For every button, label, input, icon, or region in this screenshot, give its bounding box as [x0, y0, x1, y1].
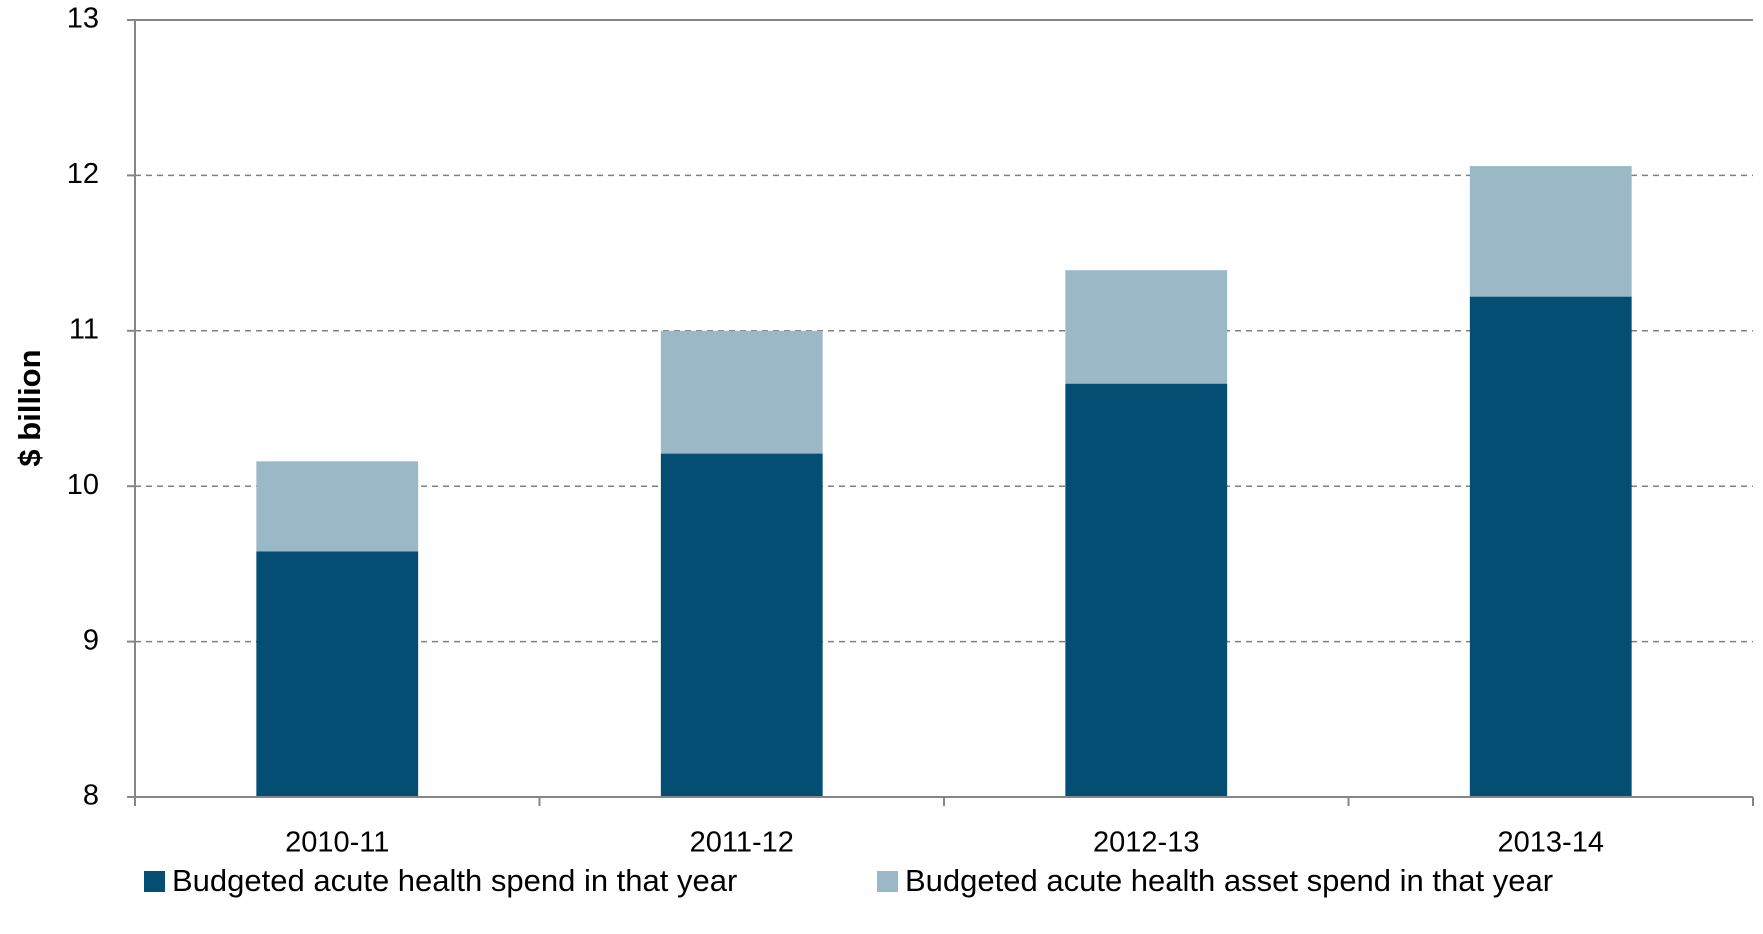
x-tick-label: 2010-11 — [285, 827, 389, 859]
bar-segment — [1065, 270, 1228, 384]
legend-swatch — [877, 871, 898, 892]
bar-segment — [660, 453, 823, 797]
x-tick-label: 2011-12 — [690, 827, 794, 859]
legend-label: Budgeted acute health asset spend in tha… — [905, 863, 1553, 898]
x-tick-label: 2013-14 — [1498, 827, 1604, 859]
y-tick-label: 9 — [83, 624, 99, 656]
y-tick-label: 10 — [67, 469, 99, 501]
y-tick-label: 13 — [67, 3, 99, 35]
bar-segment — [256, 551, 419, 797]
y-tick-label: 12 — [67, 158, 99, 190]
bar-segment — [1469, 296, 1632, 797]
legend-swatch — [144, 871, 165, 892]
bar-segment — [660, 330, 823, 454]
y-tick-label: 11 — [69, 313, 99, 345]
y-axis-label: $ billion — [12, 349, 47, 466]
bar-segment — [1065, 383, 1228, 797]
x-tick-label: 2012-13 — [1093, 827, 1199, 859]
bar-segment — [256, 461, 419, 552]
bar-segment — [1469, 166, 1632, 297]
legend-label: Budgeted acute health spend in that year — [172, 863, 737, 898]
y-tick-label: 8 — [83, 780, 99, 812]
